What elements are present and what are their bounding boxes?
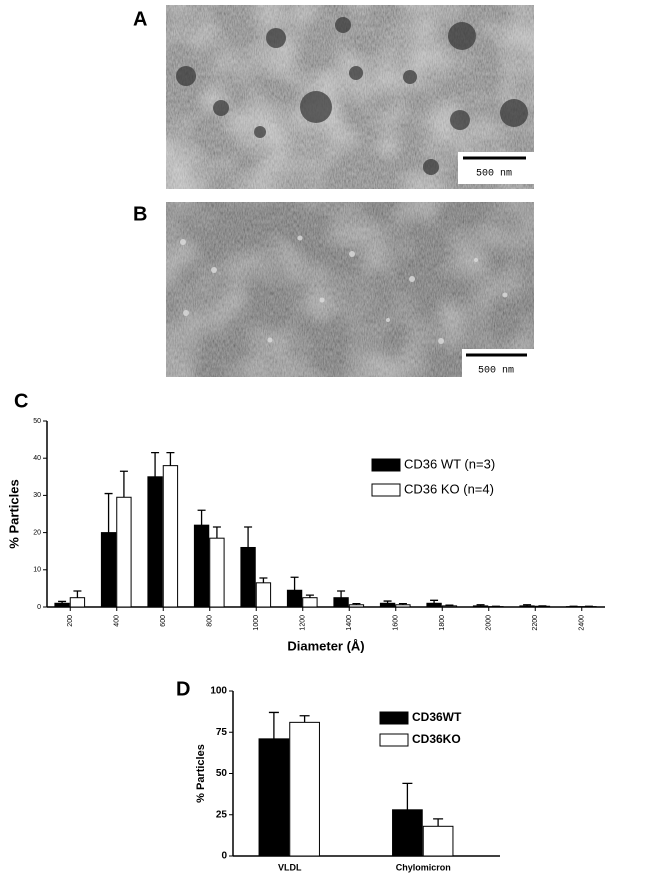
error-bar [290,576,299,591]
error-bar [73,590,82,598]
x-tick-label: 1800 [439,615,446,631]
x-tick-label: Chylomicron [396,862,451,872]
y-tick-label: 0 [221,851,227,862]
micrograph-b: 500 nm [166,202,534,377]
error-bar [305,594,314,598]
particles [176,17,528,175]
x-tick-label: 1600 [393,615,400,631]
bar [348,604,365,608]
micrograph-light [166,202,534,377]
bar [422,825,454,857]
legend-label: CD36 WT (n=3) [404,456,495,471]
error-bar [398,603,407,605]
panel-label: A [133,8,147,30]
legend-swatch [379,733,409,747]
bar [333,597,349,608]
error-bar [259,577,268,583]
bar [69,597,86,608]
bar [426,602,442,608]
error-bar [212,526,221,539]
error-bar [445,604,454,606]
y-tick-label: 50 [33,418,41,425]
y-tick-label: 10 [33,567,41,574]
error-bar [383,600,392,604]
y-tick-label: 20 [33,529,41,536]
y-tick-label: 0 [37,604,41,611]
bar [209,537,225,608]
x-tick-label: 200 [67,615,74,627]
bar [54,602,70,608]
bar [116,496,132,608]
error-bar [476,604,485,606]
bar [258,738,290,857]
bar [441,605,458,608]
x-tick-label: 2000 [486,615,493,631]
bar [395,604,411,608]
y-tick-label: 25 [216,809,228,820]
particles [180,235,508,344]
x-tick-label: 1000 [253,615,260,631]
x-tick-label: 1200 [300,615,307,631]
y-tick-label: 75 [216,727,228,738]
x-tick-label: 600 [160,615,167,627]
x-tick-label: VLDL [278,862,302,872]
bar [302,597,318,608]
error-bar [268,711,279,739]
y-tick-label: 30 [33,492,41,499]
micrograph-a: 500 nm [166,5,534,189]
error-bar [433,818,444,827]
bar [100,532,117,608]
error-bar [352,603,361,605]
error-bar [337,590,346,598]
error-bar [299,715,310,723]
y-tick-label: 100 [210,686,227,697]
error-bar [430,599,439,604]
bar [193,524,210,608]
bar [240,546,256,608]
bar [379,602,396,608]
scale-bar-label: 500 nm [478,366,514,377]
x-axis-title: Diameter (Å) [287,638,364,653]
legend-swatch [371,483,401,497]
error-bar [197,509,206,526]
scale-bar-label: 500 nm [476,169,512,180]
x-tick-label: 2400 [579,615,586,631]
y-axis-title: % Particles [6,479,21,548]
bar [147,476,163,608]
legend-swatch [371,458,401,472]
error-bar [402,782,413,810]
error-bar [523,604,532,606]
bar [519,605,535,608]
x-tick-label: 800 [207,615,214,627]
legend-label: CD36WT [412,710,462,724]
legend-swatch [379,711,409,725]
bar [255,582,272,608]
y-axis-title: % Particles [195,744,207,803]
error-bar [58,600,67,604]
bar [286,589,303,608]
x-tick-label: 1400 [346,615,353,631]
error-bar [151,451,160,477]
panel-label: C [14,390,28,412]
y-tick-label: 40 [33,455,41,462]
bar [289,721,320,857]
panel-label: D [176,678,190,700]
panel-label: B [133,203,147,225]
error-bar [166,451,175,466]
bar [472,605,489,608]
legend-label: CD36KO [412,732,461,746]
x-tick-label: 2200 [532,615,539,631]
bar [162,465,179,608]
bar [392,809,423,857]
error-bar [244,526,253,548]
error-bar [104,492,113,533]
error-bar [119,470,128,498]
legend-label: CD36 KO (n=4) [404,481,494,496]
y-tick-label: 50 [216,768,228,779]
x-tick-label: 400 [114,615,121,627]
